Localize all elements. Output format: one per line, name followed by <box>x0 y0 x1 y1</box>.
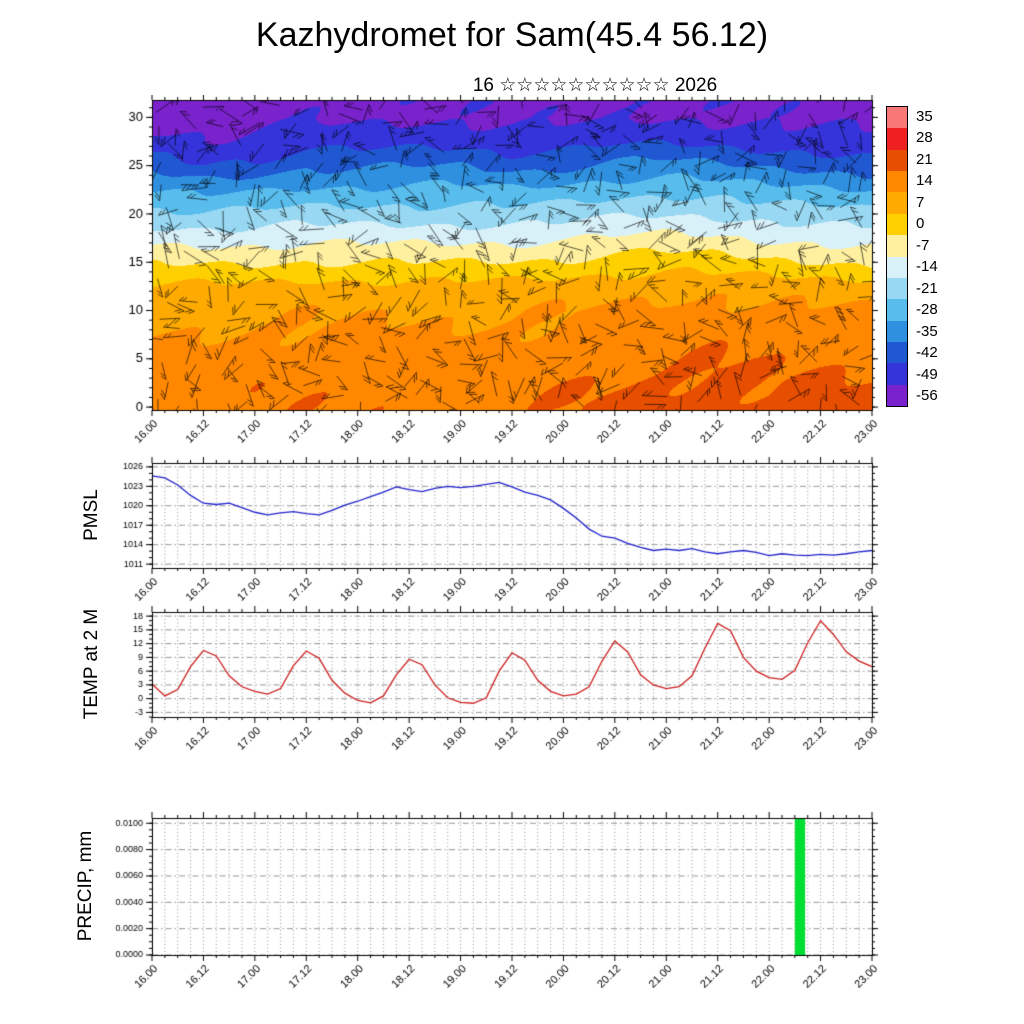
colorbar-tick-label: -56 <box>916 387 938 405</box>
colorbar-segment <box>887 128 907 150</box>
temp-line-chart <box>40 601 900 776</box>
colorbar-tick-label: -7 <box>916 236 930 254</box>
temperature-colorbar <box>886 106 908 407</box>
colorbar-segment <box>887 107 907 129</box>
colorbar-segment <box>887 341 907 364</box>
colorbar-tick-label: -14 <box>916 258 938 276</box>
colorbar-tick-labels: 35 28 21 14 7 0 -7 -14 -21 -28 -35 -42 -49 -56 <box>916 106 976 407</box>
colorbar-tick-label: 35 <box>916 107 933 125</box>
colorbar-segment <box>887 171 907 193</box>
colorbar-segment <box>887 277 907 300</box>
colorbar-segment <box>887 192 907 214</box>
colorbar-segment <box>887 213 907 236</box>
temperature-wind-heatmap <box>40 95 900 465</box>
colorbar-tick-label: 21 <box>916 150 933 168</box>
colorbar-tick-label: 0 <box>916 215 925 233</box>
colorbar-tick-label: -21 <box>916 279 938 297</box>
colorbar-segment <box>887 149 907 172</box>
colorbar-segment <box>887 363 907 385</box>
colorbar-tick-label: -42 <box>916 344 938 362</box>
colorbar-tick-label: 28 <box>916 129 933 147</box>
colorbar-segment <box>887 235 907 257</box>
colorbar-segment <box>887 256 907 278</box>
colorbar-tick-label: 7 <box>916 193 925 211</box>
page-title: Kazhydromet for Sam(45.4 56.12) <box>255 16 769 54</box>
date-subtitle: 16 ☆☆☆☆☆☆☆☆☆☆ 2026 <box>472 75 718 96</box>
colorbar-segment <box>887 320 907 342</box>
colorbar-tick-label: -49 <box>916 365 938 383</box>
colorbar-tick-label: -28 <box>916 301 938 319</box>
colorbar-segment <box>887 299 907 321</box>
colorbar-tick-label: 14 <box>916 172 933 190</box>
pmsl-line-chart <box>40 453 900 628</box>
precip-bar-chart <box>40 808 900 1020</box>
colorbar-tick-label: -35 <box>916 322 938 340</box>
colorbar-segment <box>887 384 907 407</box>
